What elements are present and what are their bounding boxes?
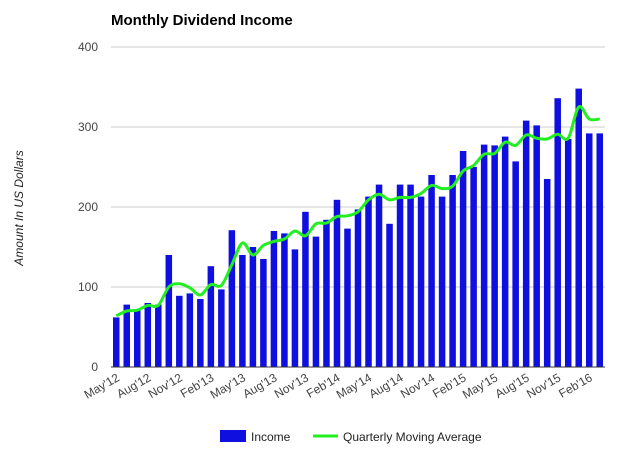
income-bar	[112, 317, 120, 367]
income-bar	[480, 144, 488, 367]
income-bar	[407, 184, 414, 367]
y-axis-label: Amount In US Dollars	[12, 150, 26, 266]
x-tick-label: Aug'14	[366, 370, 405, 401]
income-bar	[543, 179, 551, 367]
x-tick-label: Nov'15	[524, 370, 563, 401]
x-tick-label: Nov'13	[272, 370, 311, 401]
x-tick-label: Nov'14	[398, 370, 437, 401]
income-bar	[333, 199, 341, 367]
income-bars	[112, 88, 604, 368]
income-bar	[155, 304, 162, 367]
y-axis-ticks: 0 100 200 300 400	[78, 40, 98, 374]
income-bar	[438, 196, 446, 367]
income-bar	[596, 133, 604, 367]
x-tick-label: Nov'12	[146, 370, 185, 401]
income-bar	[575, 88, 582, 367]
income-bar	[291, 249, 299, 367]
x-tick-label: Aug'12	[114, 370, 153, 401]
income-bar	[554, 98, 561, 367]
y-tick-label: 100	[78, 280, 98, 294]
income-bar	[375, 184, 383, 367]
y-tick-label: 400	[78, 40, 98, 54]
income-bar	[176, 295, 183, 367]
income-bar	[281, 233, 288, 367]
x-tick-label: May'14	[334, 370, 374, 401]
x-axis-ticks: May'12Aug'12Nov'12Feb'13May'13Aug'13Nov'…	[82, 370, 595, 401]
income-bar	[260, 259, 267, 367]
income-bar	[533, 125, 540, 368]
income-bar	[501, 136, 509, 367]
moving-average-path	[115, 105, 600, 318]
moving-average-line	[115, 105, 600, 318]
income-bar	[197, 299, 204, 367]
income-bar	[354, 209, 362, 367]
income-bar	[186, 293, 194, 367]
y-tick-label: 0	[91, 360, 98, 374]
income-bar	[417, 196, 425, 367]
income-bar	[228, 230, 236, 367]
income-bar	[165, 255, 173, 367]
income-bar	[312, 236, 320, 367]
income-bar	[470, 167, 477, 367]
legend-income-label: Income	[251, 430, 291, 444]
income-bar	[386, 223, 393, 367]
income-bar	[239, 255, 246, 367]
income-bar	[585, 133, 593, 367]
x-tick-label: May'15	[460, 370, 500, 401]
income-bar	[459, 151, 467, 367]
chart-title: Monthly Dividend Income	[111, 12, 293, 29]
x-tick-label: Aug'13	[240, 370, 279, 401]
income-bar	[123, 304, 131, 367]
x-tick-label: May'13	[208, 370, 248, 401]
legend: Income Quarterly Moving Average	[220, 430, 482, 444]
income-bar	[249, 247, 257, 367]
income-bar	[365, 196, 372, 367]
y-tick-label: 200	[78, 200, 98, 214]
income-bar	[564, 139, 572, 367]
y-tick-label: 300	[78, 120, 98, 134]
income-bar	[522, 120, 530, 367]
income-bar	[428, 175, 435, 367]
income-bar	[207, 266, 215, 367]
income-bar	[144, 303, 152, 367]
income-bar	[344, 228, 351, 367]
income-bar	[512, 161, 519, 367]
legend-moving-average-label: Quarterly Moving Average	[343, 430, 482, 444]
income-bar	[270, 231, 278, 367]
legend-income-swatch	[220, 430, 246, 442]
income-bar	[396, 184, 404, 367]
x-tick-label: May'12	[82, 370, 122, 401]
x-tick-label: Feb'16	[556, 370, 595, 400]
income-bar	[218, 289, 225, 367]
income-bar	[491, 145, 498, 367]
income-bar	[302, 211, 309, 367]
income-bar	[323, 219, 330, 367]
x-tick-label: Aug'15	[493, 370, 532, 401]
income-bar	[449, 175, 456, 367]
income-bar	[134, 309, 141, 367]
